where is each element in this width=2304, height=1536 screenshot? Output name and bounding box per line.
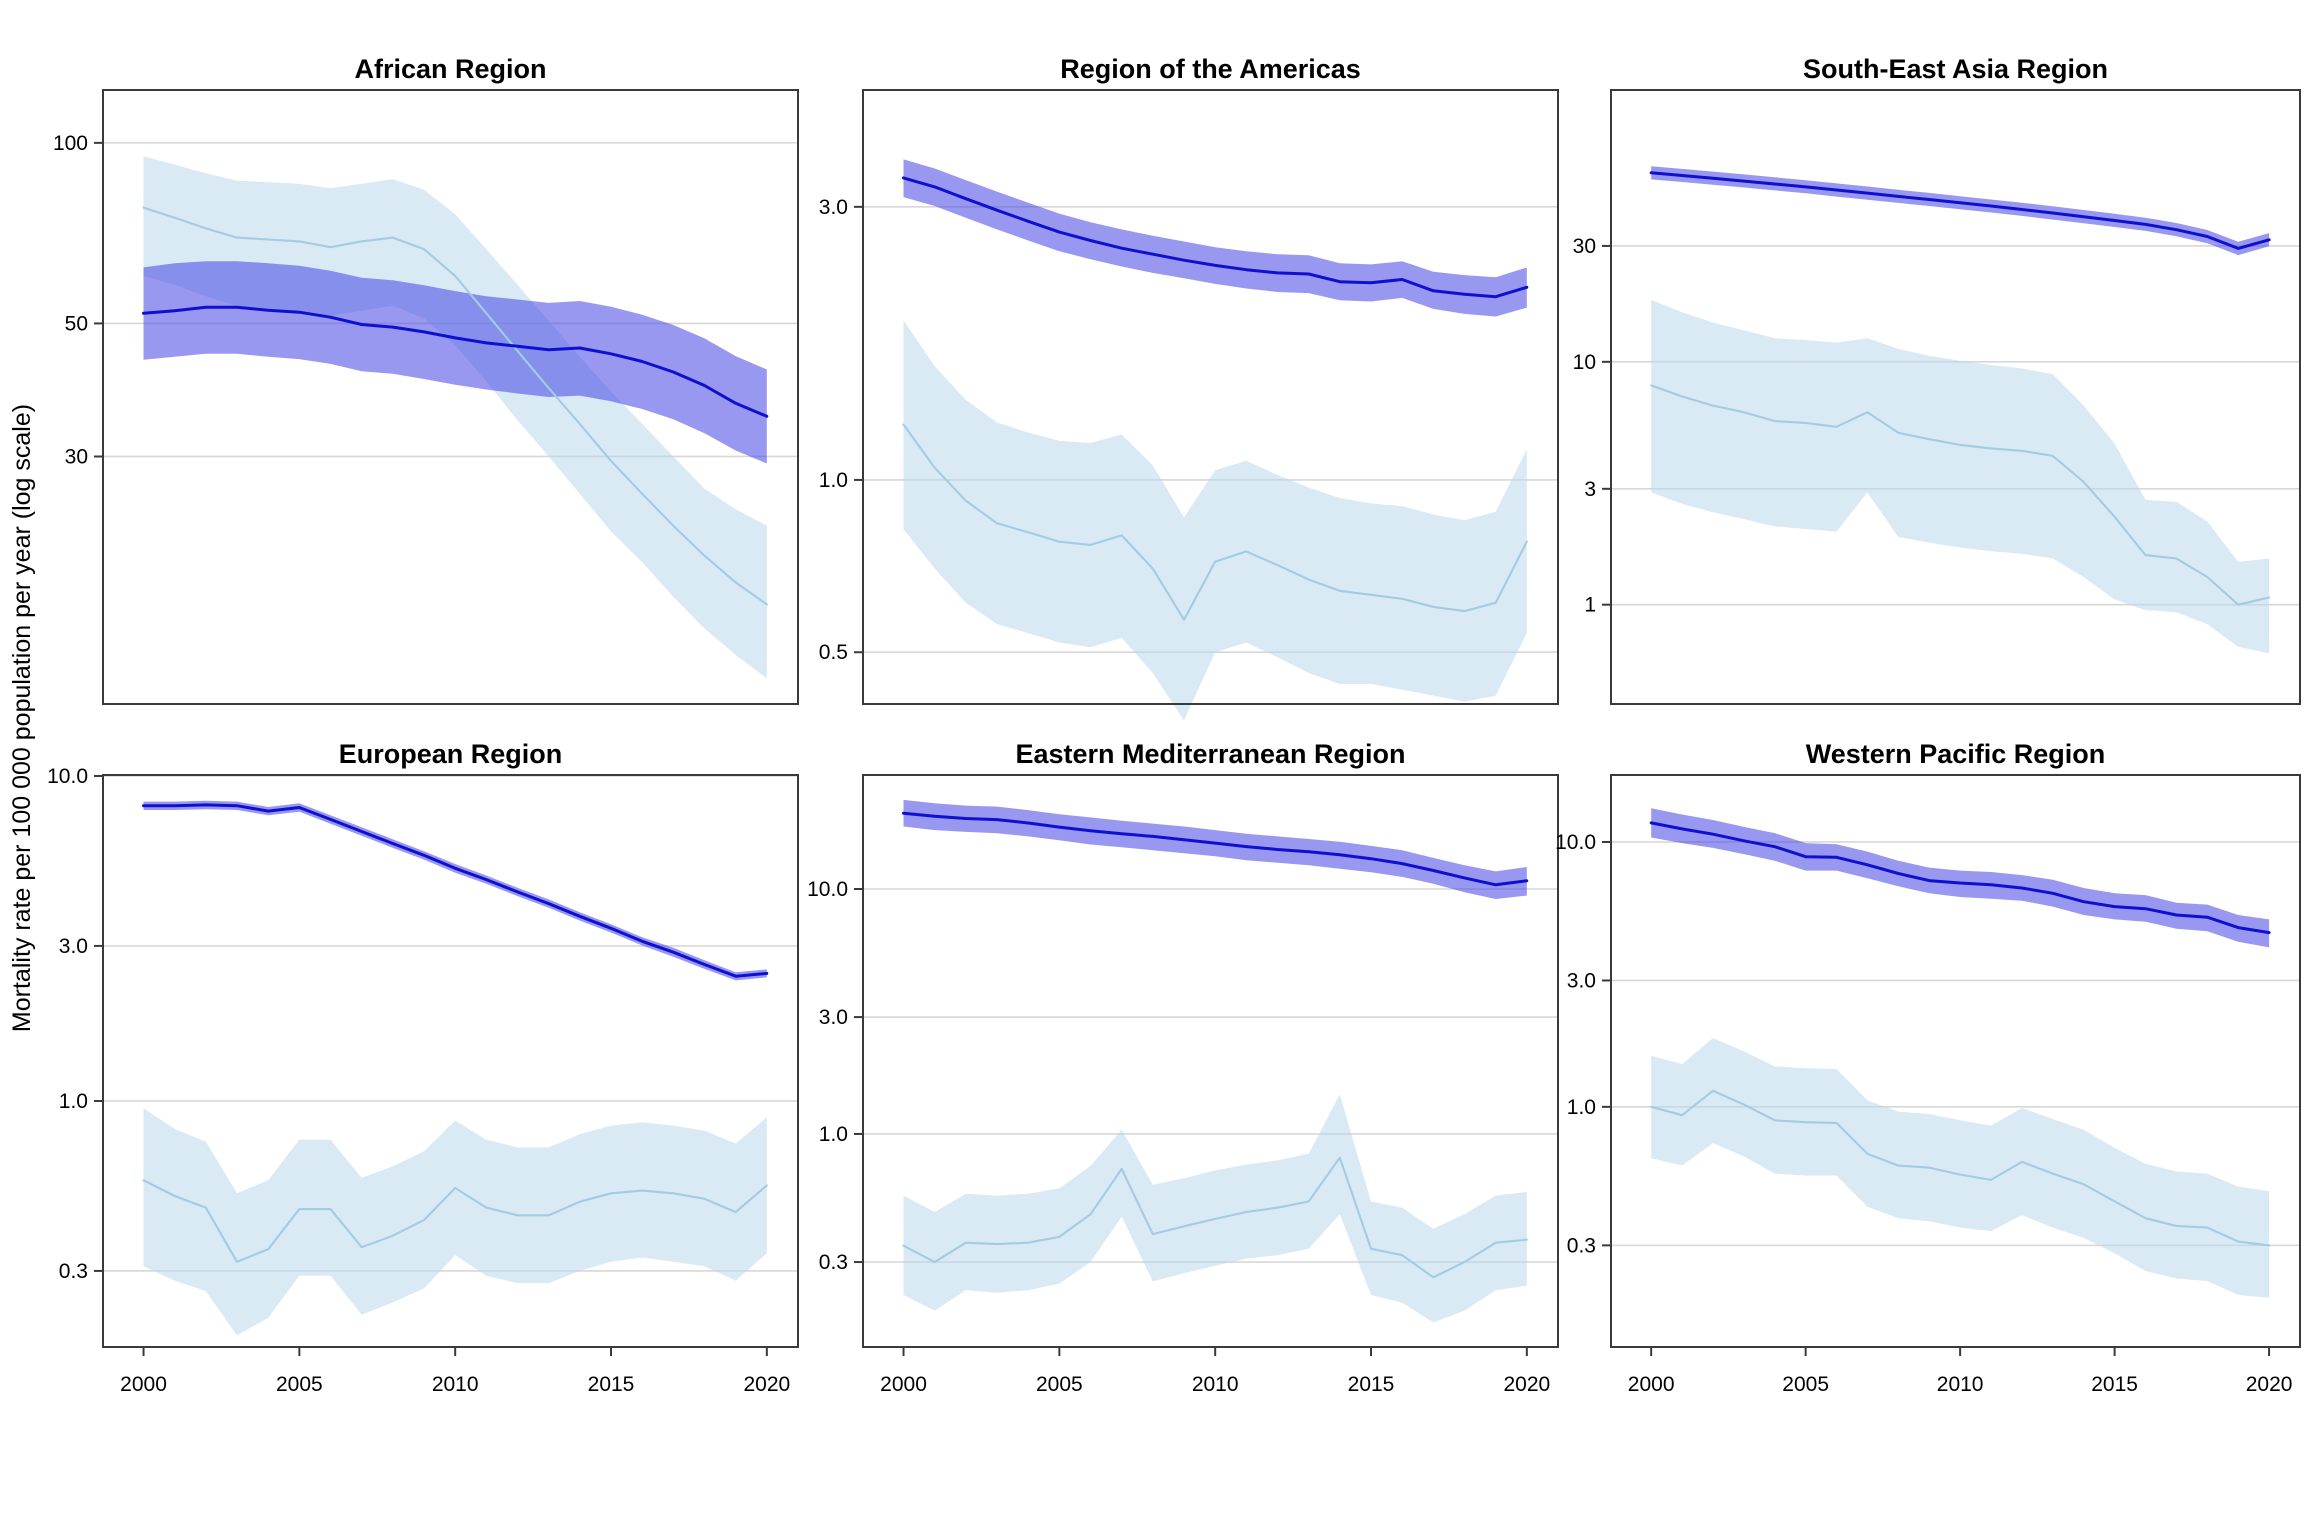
line-light [1650,1089,2271,1247]
ribbon-dark [903,159,1527,317]
y-tick-label: 3 [1584,478,1596,501]
panel-border [1610,774,2301,1348]
y-tick-label: 10.0 [807,878,848,901]
y-tick-label: 0.3 [59,1260,88,1283]
y-tick-label: 1 [1584,594,1596,617]
line-dark [142,305,769,418]
panel-western-pacific-region: 10.0 3.0 1.0 0.3 2000 2005 2010 2015 2020 Western… [1555,739,2301,1396]
panel-border [862,89,1559,705]
x-tick-label: 2010 [432,1373,479,1396]
panel-title: South-East Asia Region [1803,54,2108,84]
panel-african-region: 100 50 30 African Region [53,54,799,705]
y-tick-label: 0.3 [819,1251,848,1274]
x-tick-label: 2015 [2091,1373,2138,1396]
panel-border [862,774,1559,1348]
x-tick-label: 2005 [276,1373,323,1396]
x-tick-label: 2000 [120,1373,167,1396]
line-dark [1649,821,2271,935]
x-tick-label: 2020 [2246,1373,2293,1396]
x-tick-label: 2005 [1036,1373,1083,1396]
ribbon-dark [1651,808,2270,948]
ribbon-dark [903,799,1527,899]
y-tick-label: 50 [65,312,88,335]
y-tick-label: 10.0 [47,765,88,788]
y-tick-label: 3.0 [59,935,88,958]
y-tick-label: 30 [65,445,88,468]
line-dark [902,176,1529,299]
y-tick-label: 1.0 [819,469,848,492]
ribbon-dark [143,800,767,981]
line-dark [1649,171,2271,250]
panel-title: Eastern Mediterranean Region [1015,739,1405,769]
y-tick-label: 1.0 [1567,1096,1596,1119]
x-tick-label: 2000 [1628,1373,1675,1396]
panel-title: European Region [339,739,563,769]
panel-border [1610,89,2301,705]
ribbon-light [1651,1038,2270,1298]
x-tick-label: 2010 [1937,1373,1984,1396]
y-tick-label: 3.0 [1567,969,1596,992]
panel-title: Western Pacific Region [1806,739,2106,769]
y-tick-label: 3.0 [819,196,848,219]
x-tick-label: 2015 [588,1373,635,1396]
y-tick-label: 30 [1573,235,1596,258]
panel-border [102,89,799,705]
panel-european-region: 10.0 3.0 1.0 0.3 2000 2005 2010 2015 2020 Europea… [47,739,799,1396]
line-light [902,1156,1528,1279]
y-tick-label: 100 [53,132,88,155]
y-tick-label: 1.0 [59,1090,88,1113]
panel-eastern-mediterranean-region: 10.0 3.0 1.0 0.3 2000 2005 2010 2015 2020 Eastern… [807,739,1559,1396]
panel-south-east-asia-region: 30 10 3 1 South-East Asia Region [1573,54,2301,705]
panel-region-of-the-americas: 3.0 1.0 0.5 Region of the Americas [819,54,1559,721]
y-tick-label: 1.0 [819,1123,848,1146]
y-tick-label: 0.5 [819,641,848,664]
ribbon-light [903,1094,1527,1323]
panel-title: Region of the Americas [1060,54,1361,84]
y-tick-label: 3.0 [819,1006,848,1029]
x-tick-label: 2020 [743,1373,790,1396]
ribbon-light [903,320,1527,721]
line-dark [902,811,1529,887]
y-tick-label: 0.3 [1567,1234,1596,1257]
y-tick-label: 10.0 [1555,831,1596,854]
x-tick-label: 2010 [1192,1373,1239,1396]
line-dark [142,803,769,978]
panel-border [102,774,799,1348]
line-light [142,206,768,606]
ribbon-dark [143,261,767,464]
ribbon-light [143,1108,767,1336]
panel-title: African Region [354,54,546,84]
y-tick-label: 10 [1573,351,1596,374]
x-tick-label: 2005 [1782,1373,1829,1396]
line-light [902,423,1528,621]
line-light [1650,384,2271,606]
y-axis-label: Mortality rate per 100 000 population pe… [8,403,36,1033]
x-tick-label: 2000 [880,1373,927,1396]
ribbon-light [1651,299,2270,654]
line-light [142,1179,768,1263]
ribbon-dark [1651,166,2270,256]
x-tick-label: 2015 [1348,1373,1395,1396]
x-tick-label: 2020 [1503,1373,1550,1396]
